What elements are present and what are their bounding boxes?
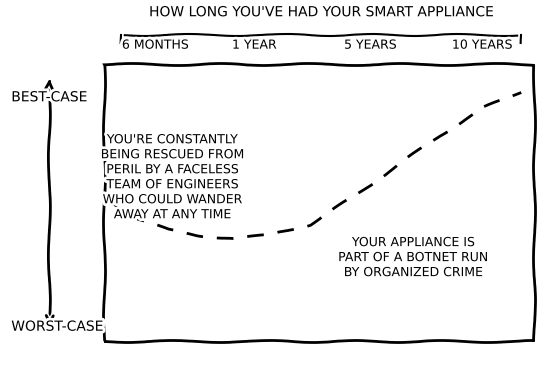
Text: YOU'RE CONSTANTLY
BEING RESCUED FROM
PERIL BY A FACELESS
TEAM OF ENGINEERS
WHO C: YOU'RE CONSTANTLY BEING RESCUED FROM PER… xyxy=(101,133,245,221)
Text: 1 YEAR: 1 YEAR xyxy=(232,39,277,52)
Text: 6 MONTHS: 6 MONTHS xyxy=(122,39,189,52)
Text: 10 YEARS: 10 YEARS xyxy=(452,39,513,52)
Text: BEST-CASE: BEST-CASE xyxy=(11,91,87,104)
Text: 5 YEARS: 5 YEARS xyxy=(344,39,397,52)
Text: WORST-CASE: WORST-CASE xyxy=(11,320,103,334)
Text: HOW LONG YOU'VE HAD YOUR SMART APPLIANCE: HOW LONG YOU'VE HAD YOUR SMART APPLIANCE xyxy=(149,5,493,19)
Text: YOUR APPLIANCE IS
PART OF A BOTNET RUN
BY ORGANIZED CRIME: YOUR APPLIANCE IS PART OF A BOTNET RUN B… xyxy=(338,236,489,279)
Bar xyxy=(104,64,534,341)
